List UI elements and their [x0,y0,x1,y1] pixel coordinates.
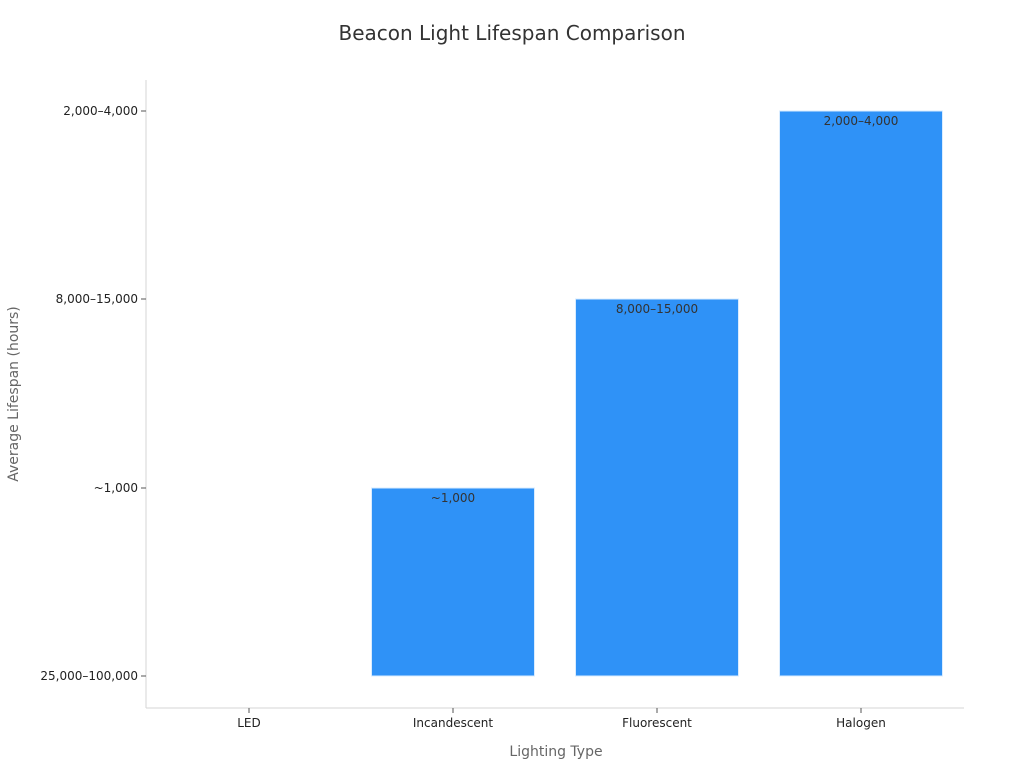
y-axis-title: Average Lifespan (hours) [6,306,22,482]
x-tick-label: Incandescent [413,716,494,730]
bar-value-label: 8,000–15,000 [616,302,698,316]
y-tick-label: ~1,000 [94,481,138,495]
y-tick-label: 25,000–100,000 [40,669,138,683]
bar-value-label: 2,000–4,000 [824,114,899,128]
y-tick-label: 8,000–15,000 [56,292,138,306]
x-tick-label: LED [237,716,261,730]
x-axis-title: Lighting Type [509,744,602,760]
bar-series [371,110,943,677]
bar-halogen [779,110,943,677]
chart-title: Beacon Light Lifespan Comparison [338,21,685,45]
y-tick-label: 2,000–4,000 [63,104,138,118]
x-tick-label: Fluorescent [622,716,692,730]
bar-fluorescent [575,298,739,677]
bar-incandescent [371,487,535,677]
bar-data-labels: ~1,000 8,000–15,000 2,000–4,000 [431,114,899,505]
x-tick-label: Halogen [836,716,886,730]
y-axis-ticks: 25,000–100,000 ~1,000 8,000–15,000 2,000–4,… [40,104,146,683]
bar-value-label: ~1,000 [431,491,475,505]
x-axis-ticks: LED Incandescent Fluorescent Halogen [237,708,886,730]
